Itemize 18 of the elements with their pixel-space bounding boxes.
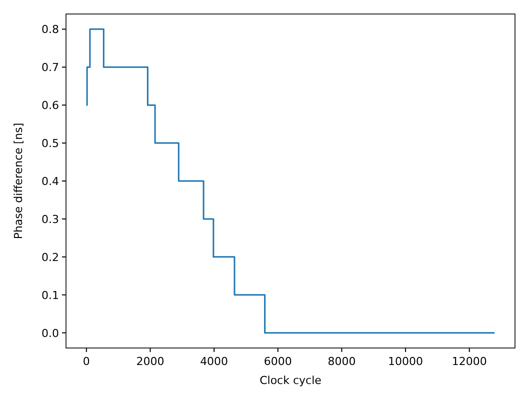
- x-tick-label: 2000: [136, 355, 164, 368]
- y-tick-label: 0.8: [42, 23, 59, 36]
- y-tick-label: 0.4: [42, 175, 59, 188]
- x-tick-label: 0: [82, 355, 90, 368]
- y-tick-label: 0.1: [42, 288, 59, 302]
- x-tick-label: 12000: [452, 355, 487, 368]
- x-tick-label: 4000: [200, 355, 228, 368]
- y-tick-label: 0.2: [42, 250, 59, 264]
- x-tick-label: 10000: [388, 355, 424, 368]
- y-tick-label: 0.3: [42, 212, 59, 226]
- x-axis-title: Clock cycle: [260, 374, 322, 387]
- x-tick-label: 6000: [264, 355, 292, 368]
- x-tick-label: 8000: [328, 355, 356, 368]
- y-tick-label: 0.0: [42, 326, 59, 340]
- y-tick-label: 0.7: [42, 61, 59, 74]
- y-tick-label: 0.6: [42, 99, 59, 112]
- y-axis-title: Phase difference [ns]: [12, 122, 25, 240]
- y-tick-label: 0.5: [42, 137, 59, 150]
